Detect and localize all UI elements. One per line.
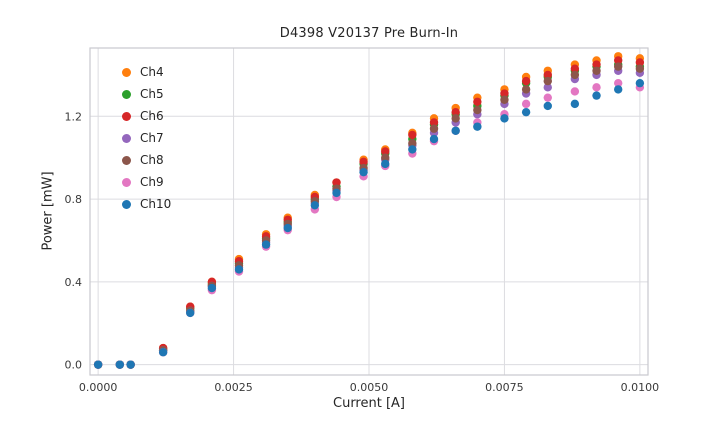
data-point-ch8: [381, 153, 390, 162]
plot-border: [89, 47, 649, 376]
x-tick-label: 0.0000: [79, 381, 118, 394]
data-point-ch10: [381, 159, 390, 169]
data-point-ch10: [521, 107, 531, 117]
data-point-ch9: [543, 93, 552, 102]
legend-label-ch5: Ch5: [140, 87, 164, 101]
data-point-ch6: [570, 64, 580, 73]
legend-item-ch7: Ch7: [122, 127, 171, 149]
data-point-ch6: [521, 76, 531, 86]
legend-label-ch8: Ch8: [140, 153, 164, 167]
y-tick-label: 1.2: [65, 110, 83, 123]
data-point-ch10: [186, 308, 195, 318]
data-point-ch10: [429, 134, 439, 144]
data-point-ch10: [500, 114, 509, 123]
legend-marker-ch7: [122, 133, 131, 143]
legend-item-ch9: Ch9: [122, 171, 171, 193]
data-point-ch10: [359, 167, 368, 177]
data-point-ch10: [332, 188, 341, 198]
data-point-ch10: [158, 348, 168, 357]
x-tick-label: 0.0100: [621, 381, 660, 394]
legend-item-ch5: Ch5: [122, 83, 171, 105]
y-tick-label: 0.4: [65, 276, 83, 289]
legend-item-ch10: Ch10: [122, 193, 171, 215]
data-point-ch6: [359, 157, 368, 167]
data-point-ch10: [408, 145, 417, 154]
data-point-ch6: [381, 147, 390, 156]
y-tick-label: 0.8: [65, 193, 83, 206]
legend-marker-ch9: [122, 177, 131, 187]
legend-marker-ch10: [122, 199, 131, 209]
data-point-ch10: [115, 360, 125, 369]
legend-label-ch10: Ch10: [140, 197, 172, 211]
data-point-ch8: [614, 62, 623, 71]
data-point-ch6: [614, 56, 623, 65]
data-point-ch6: [543, 70, 552, 80]
data-point-ch10: [543, 101, 552, 111]
data-point-ch8: [408, 139, 417, 148]
data-point-ch8: [473, 105, 482, 115]
data-point-ch10: [207, 283, 217, 293]
x-axis-label: Current [A]: [333, 396, 405, 411]
data-point-ch8: [592, 66, 601, 75]
data-point-ch10: [93, 360, 103, 369]
data-point-ch10: [635, 78, 645, 88]
data-point-ch8: [635, 64, 645, 73]
y-tick-label: 0.0: [65, 359, 83, 372]
data-point-ch6: [451, 107, 460, 117]
data-point-ch6: [592, 60, 601, 69]
x-tick-label: 0.0075: [485, 381, 524, 394]
data-point-ch10: [570, 99, 580, 109]
data-point-ch9: [614, 78, 623, 88]
legend-marker-ch4: [122, 67, 131, 77]
data-point-ch6: [500, 89, 509, 98]
data-point-ch9: [592, 83, 601, 92]
data-point-ch6: [635, 58, 645, 67]
data-point-ch10: [310, 201, 320, 210]
legend: Ch4 Ch5 Ch6 Ch7 Ch8 Ch9 Ch10: [122, 61, 171, 215]
y-axis-label: Power [mW]: [40, 171, 56, 251]
legend-label-ch6: Ch6: [140, 109, 164, 123]
data-point-ch10: [234, 265, 244, 274]
data-point-ch9: [570, 87, 580, 96]
legend-item-ch8: Ch8: [122, 149, 171, 171]
data-point-ch8: [570, 70, 580, 80]
x-tick-label: 0.0025: [214, 381, 253, 394]
data-point-ch8: [543, 76, 552, 86]
data-point-ch10: [451, 126, 460, 135]
x-tick-label: 0.0050: [350, 381, 389, 394]
data-point-ch8: [429, 124, 439, 133]
data-point-ch10: [592, 91, 601, 100]
data-point-ch8: [451, 114, 460, 123]
data-point-ch6: [332, 178, 341, 187]
data-point-ch10: [261, 240, 271, 249]
data-point-ch10: [473, 122, 482, 131]
data-point-ch8: [521, 85, 531, 94]
data-point-ch8: [500, 95, 509, 104]
data-point-ch10: [614, 85, 623, 94]
data-point-ch6: [429, 118, 439, 127]
legend-marker-ch5: [122, 89, 131, 99]
legend-label-ch7: Ch7: [140, 131, 164, 145]
legend-marker-ch6: [122, 111, 131, 121]
data-point-ch6: [473, 97, 482, 107]
legend-label-ch9: Ch9: [140, 175, 164, 189]
data-point-ch10: [283, 223, 292, 233]
legend-item-ch4: Ch4: [122, 61, 171, 83]
data-point-ch6: [408, 130, 417, 140]
legend-marker-ch8: [122, 155, 131, 165]
legend-item-ch6: Ch6: [122, 105, 171, 127]
data-point-ch9: [521, 99, 531, 109]
legend-label-ch4: Ch4: [140, 65, 164, 79]
data-point-ch7: [543, 83, 552, 92]
data-point-ch10: [126, 360, 135, 369]
chart-title: D4398 V20137 Pre Burn-In: [279, 26, 459, 41]
